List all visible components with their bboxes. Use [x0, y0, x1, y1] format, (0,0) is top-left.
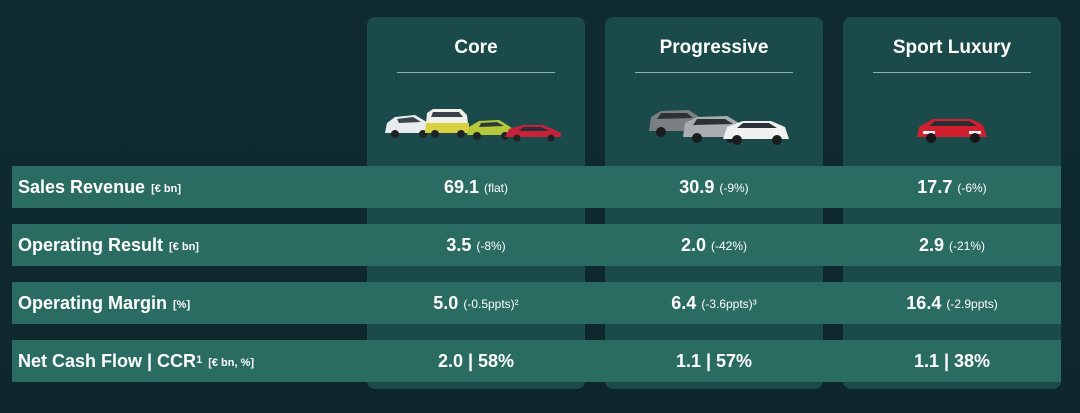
- row-label: Operating Margin [%]: [18, 282, 190, 324]
- cell-delta: (-21%): [949, 239, 986, 253]
- row-sales-revenue: Sales Revenue [€ bn] 69.1 (flat) 30.9 (-…: [12, 166, 1061, 208]
- cell-value: 30.9: [679, 176, 715, 197]
- cell-progressive: 6.4 (-3.6ppts)³: [605, 282, 823, 324]
- cell-delta: (-2.9ppts): [946, 297, 998, 311]
- row-operating-margin: Operating Margin [%] 5.0 (-0.5ppts)² 6.4…: [12, 282, 1061, 324]
- cell-value: 3.5: [446, 234, 472, 255]
- column-title: Sport Luxury: [892, 37, 1012, 58]
- footnote-marker: 1: [196, 354, 203, 366]
- row-label: Sales Revenue [€ bn]: [18, 166, 181, 208]
- sport-luxury-car-image: [917, 119, 987, 143]
- cell-value: 69.1: [443, 176, 480, 197]
- cell-delta: (-6%): [957, 181, 987, 195]
- cell-sport-luxury: 2.9 (-21%): [843, 224, 1061, 266]
- row-unit: [€ bn]: [151, 183, 182, 195]
- cell-value: 16.4: [906, 292, 942, 313]
- row-label-text: Sales Revenue: [18, 176, 146, 197]
- cell-delta: (-0.5ppts)²: [463, 297, 519, 311]
- row-unit: [€ bn]: [169, 241, 199, 253]
- row-unit: [%]: [173, 299, 191, 311]
- cell-value: 5.0: [433, 292, 459, 313]
- cell-value: 2.0: [680, 234, 706, 255]
- cell-value: 6.4: [671, 292, 697, 313]
- cell-sport-luxury: 16.4 (-2.9ppts): [843, 282, 1061, 324]
- cell-progressive: 2.0 (-42%): [605, 224, 823, 266]
- cell-value: 2.9: [918, 234, 944, 255]
- column-title: Core: [454, 37, 498, 58]
- divider: [873, 72, 1031, 73]
- cell-delta: (flat): [484, 181, 509, 195]
- cell-core: 69.1 (flat): [367, 166, 585, 208]
- row-unit: [€ bn, %]: [208, 357, 255, 369]
- cell-value: 1.1 | 38%: [913, 350, 991, 371]
- cell-delta: (-42%): [711, 239, 748, 253]
- cell-sport-luxury: 17.7 (-6%): [843, 166, 1061, 208]
- cell-core: 2.0 | 58%: [367, 340, 585, 382]
- cell-progressive: 30.9 (-9%): [605, 166, 823, 208]
- cell-core: 3.5 (-8%): [367, 224, 585, 266]
- cell-value: 2.0 | 58%: [437, 350, 515, 371]
- cell-sport-luxury: 1.1 | 38%: [843, 340, 1061, 382]
- cell-value: 17.7: [917, 176, 953, 197]
- row-label-text: Operating Result: [18, 234, 164, 255]
- divider: [397, 72, 555, 73]
- row-label: Operating Result [€ bn]: [18, 224, 199, 266]
- cell-delta: (-8%): [476, 239, 506, 253]
- row-label-text: Operating Margin: [18, 292, 168, 313]
- row-label-text: Net Cash Flow | CCR: [18, 350, 197, 371]
- row-label: Net Cash Flow | CCR 1 [€ bn, %]: [18, 340, 254, 382]
- cell-delta: (-9%): [719, 181, 749, 195]
- cell-value: 1.1 | 57%: [675, 350, 753, 371]
- core-cars-image: [385, 109, 561, 142]
- progressive-cars-image: [649, 110, 789, 145]
- cell-core: 5.0 (-0.5ppts)²: [367, 282, 585, 324]
- row-operating-result: Operating Result [€ bn] 3.5 (-8%) 2.0 (-…: [12, 224, 1061, 266]
- cell-delta: (-3.6ppts)³: [701, 297, 757, 311]
- divider: [635, 72, 793, 73]
- column-title: Progressive: [659, 37, 769, 58]
- row-net-cash-flow: Net Cash Flow | CCR 1 [€ bn, %] 2.0 | 58%…: [12, 340, 1061, 382]
- cell-progressive: 1.1 | 57%: [605, 340, 823, 382]
